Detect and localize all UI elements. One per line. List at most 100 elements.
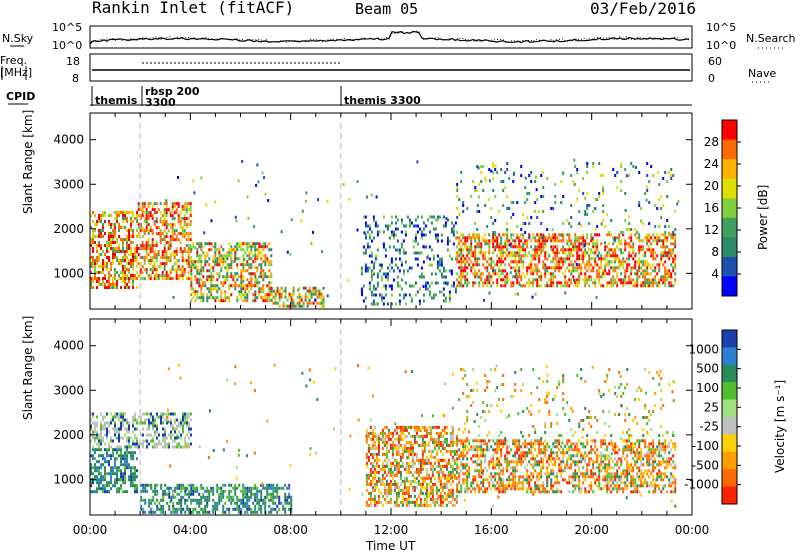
power-cell (220, 281, 223, 285)
velocity-cell (182, 445, 184, 449)
velocity-cell (455, 500, 458, 504)
velocity-cell (395, 458, 398, 462)
velocity-cell (399, 455, 402, 459)
velocity-cell (196, 498, 199, 502)
power-cell (584, 281, 587, 285)
power-cell (92, 235, 94, 238)
power-cell (674, 239, 677, 243)
power-cell (312, 286, 315, 290)
velocity-cell (270, 510, 273, 514)
power-cell (488, 248, 491, 252)
power-cell (268, 296, 271, 300)
velocity-cell (162, 489, 165, 493)
power-cell (622, 278, 625, 282)
velocity-cell (441, 443, 444, 447)
power-cell (496, 260, 499, 264)
power-cell (584, 278, 587, 282)
power-cell (502, 233, 505, 237)
velocity-cell (172, 424, 174, 428)
power-cell (155, 253, 158, 257)
power-cell (624, 275, 627, 279)
power-cell (598, 272, 601, 276)
power-cell (238, 284, 241, 288)
power-cell (246, 293, 249, 297)
velocity-cell (252, 492, 255, 496)
power-cell (96, 256, 98, 259)
velocity-cell (122, 463, 124, 467)
power-cell (130, 229, 132, 232)
power-cell (538, 239, 541, 243)
power-cell (674, 254, 677, 258)
velocity-cell (395, 491, 398, 495)
power-cell (284, 304, 287, 308)
power-cell (192, 266, 195, 270)
power-cell (234, 245, 237, 249)
velocity-cell (441, 434, 444, 438)
power-cell (396, 275, 399, 279)
velocity-cell (174, 445, 176, 449)
power-cell (428, 284, 431, 288)
power-cell (524, 275, 527, 279)
velocity-cell (389, 446, 392, 450)
power-cell (124, 274, 126, 277)
power-cell (520, 284, 523, 288)
velocity-cell (373, 500, 376, 504)
velocity-cell (114, 427, 116, 431)
power-cell (226, 272, 229, 276)
velocity-cell (401, 464, 404, 468)
power-cell (181, 265, 184, 269)
velocity-cell (462, 481, 465, 485)
power-cell (598, 257, 601, 261)
velocity-cell (425, 473, 428, 477)
velocity-cell (395, 425, 398, 429)
power-cell (90, 241, 92, 244)
velocity-cell (270, 486, 273, 490)
power-cell (190, 263, 193, 267)
velocity-cell (466, 445, 469, 449)
power-cell (212, 278, 215, 282)
power-cell (260, 290, 263, 294)
power-cell (192, 242, 195, 246)
power-cell (141, 211, 144, 215)
power-cell (576, 251, 579, 255)
velocity-cell (407, 461, 410, 465)
power-cell (500, 180, 503, 183)
velocity-cell (433, 425, 436, 429)
power-cell (488, 242, 491, 246)
velocity-cell (375, 500, 378, 504)
power-cell (660, 233, 663, 237)
power-cell (624, 269, 627, 273)
velocity-cell (132, 421, 134, 425)
power-cell (616, 254, 619, 258)
power-cell (670, 242, 673, 246)
velocity-cell (216, 504, 219, 508)
velocity-cell (128, 427, 130, 431)
power-cell (586, 263, 589, 267)
power-cell (390, 260, 393, 264)
power-cell (212, 275, 215, 279)
power-noise-cell (445, 217, 448, 220)
velocity-cell (453, 458, 456, 462)
velocity-cell (166, 442, 168, 446)
power-cell (161, 220, 164, 224)
power-cell (506, 228, 509, 231)
power-cell (151, 247, 154, 251)
velocity-cell (94, 457, 96, 461)
power-cell (252, 254, 255, 258)
power-cell (153, 220, 156, 224)
velocity-cell (228, 492, 231, 496)
power-cell (244, 290, 247, 294)
power-cell (536, 254, 539, 258)
power-cell (472, 180, 475, 183)
power-cell (458, 266, 461, 270)
velocity-cell (415, 428, 418, 432)
power-cell (530, 180, 533, 183)
power-cell (169, 226, 172, 230)
velocity-cell (425, 491, 428, 495)
power-cell (122, 214, 124, 217)
velocity-cell (108, 442, 110, 446)
power-cell (169, 268, 172, 272)
velocity-cell (172, 433, 174, 437)
power-cell (370, 230, 373, 234)
power-cell (222, 281, 225, 285)
